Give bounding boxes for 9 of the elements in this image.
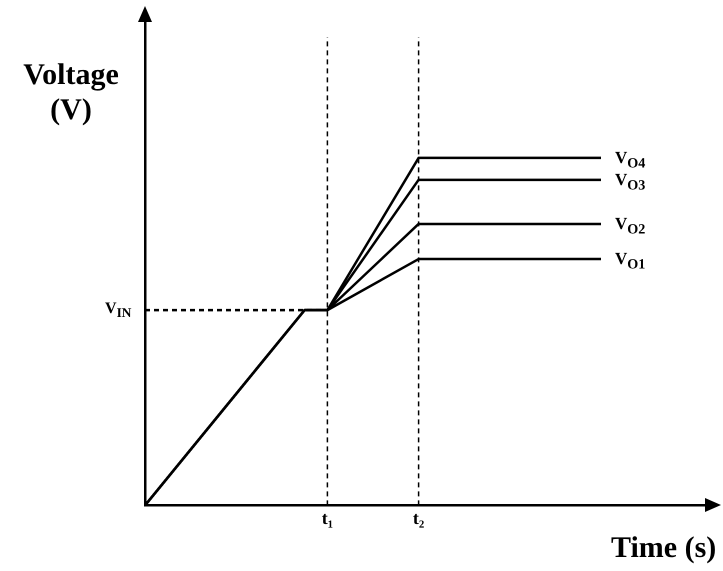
x-tick-label: t₁ — [322, 508, 334, 528]
y-axis-title: Voltage (V) — [22, 58, 120, 127]
text: V$_{IN}$ — [105, 300, 132, 320]
series-label: V$_{O4}$ — [615, 148, 646, 172]
x-axis-title: Time (s) — [611, 531, 716, 564]
x-tick-label: t₂ — [412, 508, 424, 528]
series-label: V$_{O3}$ — [615, 170, 646, 194]
series-label: V$_{O1}$ — [615, 249, 646, 272]
series-label: V$_{O2}$ — [615, 214, 646, 238]
